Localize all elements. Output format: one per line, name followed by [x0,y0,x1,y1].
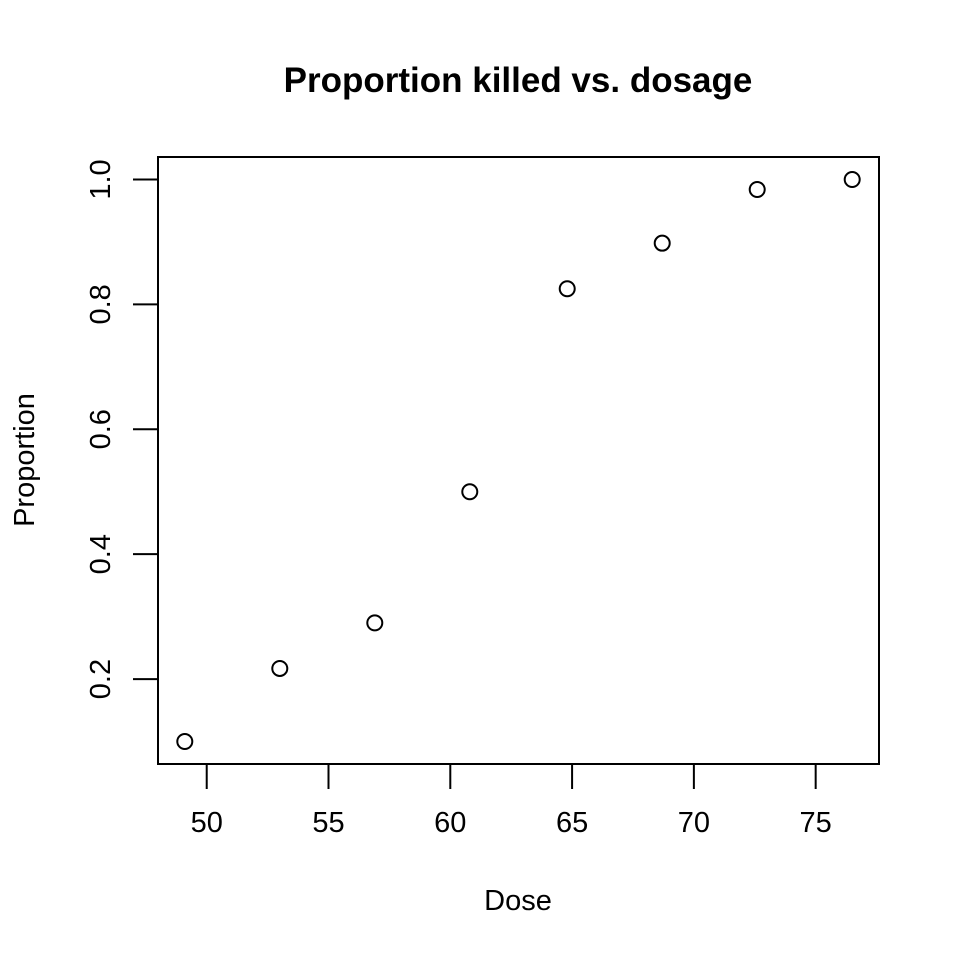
data-point [461,483,479,501]
x-tick-label: 75 [800,807,832,839]
plot-frame [157,156,880,765]
y-axis-ticks: 0.2 0.4 0.6 0.8 1.0 [85,159,158,699]
y-tick-label: 0.2 [85,659,117,699]
chart-title: Proportion killed vs. dosage [284,61,753,100]
x-axis-ticks: 50 55 60 65 70 75 [191,764,832,839]
x-tick-label: 55 [312,807,344,839]
x-tick-label: 65 [556,807,588,839]
data-point [748,180,766,198]
y-tick-label: 0.6 [85,409,117,449]
data-point [653,234,671,252]
y-tick-label: 0.4 [85,534,117,574]
data-point [176,733,194,751]
data-point [271,659,289,677]
data-points [176,170,861,751]
data-point [366,614,384,632]
data-point [843,170,861,188]
x-tick-label: 60 [434,807,466,839]
x-tick-label: 50 [191,807,223,839]
y-tick-label: 1.0 [85,159,117,199]
x-axis-label: Dose [484,885,552,917]
y-tick-label: 0.8 [85,284,117,324]
data-point [558,280,576,298]
y-axis-label: Proportion [9,393,41,527]
x-tick-label: 70 [678,807,710,839]
